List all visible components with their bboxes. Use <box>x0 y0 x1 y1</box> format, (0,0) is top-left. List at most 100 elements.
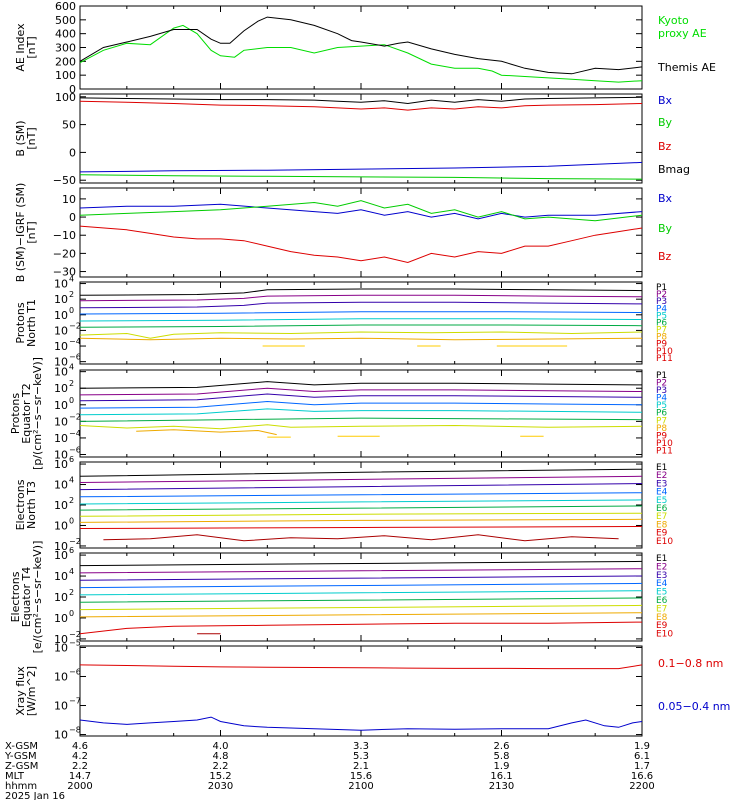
y-axis-label: Protons <box>9 393 22 434</box>
series-line-p3 <box>79 393 643 402</box>
series-line-p7 <box>79 331 643 339</box>
series-line-e7 <box>79 512 643 517</box>
y-tick-label: 10 <box>54 366 68 379</box>
y-tick-label: 50 <box>62 119 76 132</box>
series-line-e8 <box>79 612 643 618</box>
series-line-p2 <box>79 387 643 396</box>
series-line-e6 <box>79 505 643 511</box>
footer-row-label: MLT <box>5 771 25 782</box>
series-line-by <box>79 174 643 180</box>
legend-p2: P2 <box>656 290 667 300</box>
panel-frame <box>79 5 643 90</box>
series-line-e1 <box>79 468 643 477</box>
legend-e4: E4 <box>656 488 668 498</box>
y-tick-exponent: 2 <box>69 290 74 299</box>
y-axis-label: B (SM)−IGRF (SM) <box>14 183 27 283</box>
series-line-p6 <box>79 417 643 422</box>
panel-frame <box>79 187 643 278</box>
y-tick-label: 10 <box>54 479 68 492</box>
y-tick-exponent: −6 <box>69 446 81 455</box>
series-line-e9 <box>79 621 643 635</box>
y-tick-label: −30 <box>53 266 76 279</box>
footer-value: 1.9 <box>634 741 650 752</box>
footer-row-label: 2025 Jan 16 <box>5 791 65 800</box>
y-tick-exponent: 2 <box>69 496 74 505</box>
legend-p2: P2 <box>656 379 667 389</box>
y-tick-label: 0 <box>69 211 76 224</box>
y-tick-label: 10 <box>54 729 68 742</box>
panel-frame <box>79 93 643 184</box>
footer-value: 2100 <box>348 781 373 792</box>
series-line-p8 <box>79 337 643 341</box>
legend-e3: E3 <box>656 571 667 581</box>
legend-by: By <box>658 116 673 129</box>
y-axis-label: Protons <box>14 302 27 343</box>
y-tick-label: 10 <box>54 309 68 322</box>
footer-value: 15.6 <box>350 771 372 782</box>
y-tick-exponent: −2 <box>69 537 81 546</box>
y-tick-label: 10 <box>54 432 68 445</box>
y-tick-label: 600 <box>55 0 76 13</box>
footer-value: 5.3 <box>353 751 369 762</box>
y-axis-label: Electrons <box>14 479 27 530</box>
legend-p5: P5 <box>656 311 667 321</box>
series-line-e10 <box>103 534 619 542</box>
y-tick-exponent: 4 <box>69 567 74 576</box>
legend-e6: E6 <box>656 596 668 606</box>
y-axis-label: [nT] <box>25 127 38 149</box>
y-axis-label: AE Index <box>14 23 27 72</box>
y-tick-exponent: −4 <box>69 429 81 438</box>
footer-row-label: X-GSM <box>5 741 38 752</box>
legend-proxy-ae: proxy AE <box>658 27 707 40</box>
footer-value: 3.3 <box>353 741 369 752</box>
y-tick-label: 10 <box>54 641 68 654</box>
y-axis-label: Equator T2 <box>20 383 33 443</box>
series-line-e4 <box>79 492 643 498</box>
series-line-e1 <box>79 560 643 567</box>
y-tick-label: 100 <box>55 69 76 82</box>
legend-e8: E8 <box>656 520 668 530</box>
legend-p7: P7 <box>656 416 667 426</box>
legend-p4: P4 <box>656 304 667 314</box>
series-line-bz <box>79 100 643 111</box>
series-line-e3 <box>79 483 643 491</box>
y-tick-exponent: −4 <box>69 337 81 346</box>
y-tick-exponent: 2 <box>69 588 74 597</box>
series-line-p4 <box>79 311 643 315</box>
footer-value: 2.2 <box>72 761 88 772</box>
legend-long-band: 0.1−0.8 nm <box>658 657 723 670</box>
y-tick-label: 10 <box>54 633 68 646</box>
footer-value: 2.2 <box>213 761 229 772</box>
legend-e3: E3 <box>656 479 667 489</box>
legend-p8: P8 <box>656 333 667 343</box>
footer-value: 2.6 <box>494 741 510 752</box>
footer-value: 15.2 <box>209 771 231 782</box>
y-tick-exponent: 0 <box>69 396 74 405</box>
legend-p9: P9 <box>656 340 667 350</box>
footer-value: 6.1 <box>634 751 650 762</box>
legend-p3: P3 <box>656 386 667 396</box>
y-axis-label: [p/(cm²−s−sr−keV)] <box>31 357 44 470</box>
y-tick-label: 10 <box>54 670 68 683</box>
y-tick-label: 0 <box>69 146 76 159</box>
legend-e4: E4 <box>656 579 668 589</box>
legend-short-band: 0.05−0.4 nm <box>658 700 730 713</box>
series-line-e2 <box>79 475 643 483</box>
series-line-p8 <box>136 429 277 436</box>
series-line-by <box>79 200 643 222</box>
series-line-e8 <box>79 518 643 523</box>
y-tick-label: 10 <box>54 540 68 553</box>
y-axis-label: North T3 <box>25 481 38 529</box>
y-tick-label: 10 <box>54 458 68 471</box>
y-axis-label: Xray flux <box>14 666 27 716</box>
legend-e2: E2 <box>656 562 667 572</box>
y-tick-label: 10 <box>54 591 68 604</box>
y-tick-label: 10 <box>54 324 68 337</box>
legend-e6: E6 <box>656 504 668 514</box>
legend-bz: Bz <box>658 140 672 153</box>
legend-kyoto: Kyoto <box>658 14 689 27</box>
footer-value: 16.6 <box>631 771 653 782</box>
legend-e7: E7 <box>656 512 667 522</box>
y-tick-exponent: −7 <box>69 697 81 706</box>
footer-value: 4.6 <box>72 741 88 752</box>
